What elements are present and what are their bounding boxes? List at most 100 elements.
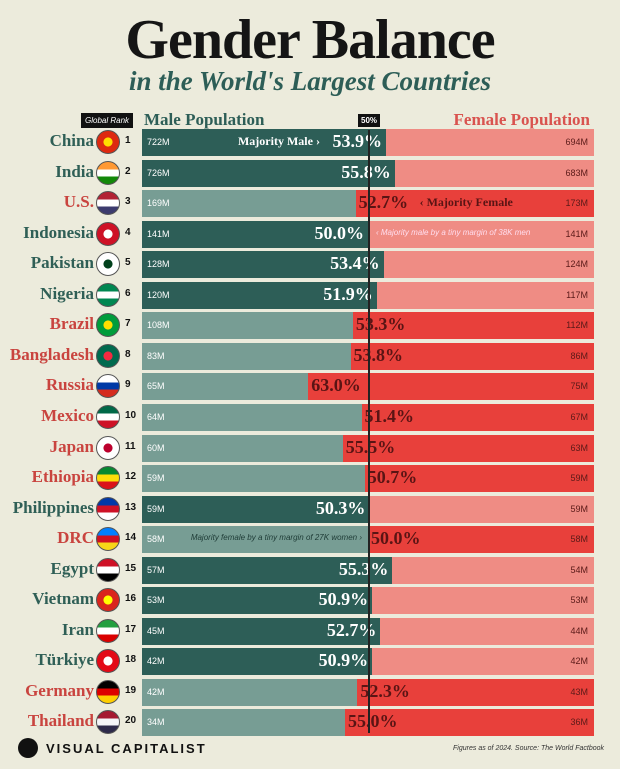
country-row: Russia 9 65M 75M 63.0% [0, 373, 620, 401]
global-rank: 18 [125, 654, 137, 666]
majority-percent: 55.8% [341, 161, 391, 182]
country-name: India [55, 161, 94, 181]
brand-logo: VISUAL CAPITALIST [18, 738, 207, 758]
flag-icon [96, 374, 120, 399]
male-bar [142, 220, 368, 248]
female-bar [369, 495, 594, 523]
male-bar [142, 648, 373, 676]
majority-percent: 51.9% [323, 283, 373, 304]
female-population: 59M [570, 503, 588, 514]
country-name: Japan [49, 436, 94, 456]
flag-icon [96, 191, 120, 216]
country-name: Brazil [49, 314, 94, 334]
male-population: 34M [147, 717, 165, 728]
global-rank: 5 [125, 257, 131, 269]
flag-icon [96, 588, 120, 613]
population-bar: 60M 63M 55.5% [142, 434, 594, 462]
male-bar [142, 190, 356, 218]
female-population: 75M [570, 381, 588, 392]
female-bar [357, 678, 594, 706]
male-population: 726M [147, 167, 170, 178]
male-bar [142, 434, 343, 462]
female-population: 124M [565, 259, 588, 270]
female-bar [385, 129, 594, 156]
country-name: Indonesia [23, 222, 94, 242]
majority-percent: 63.0% [311, 375, 361, 396]
female-population: 117M [566, 289, 588, 300]
male-population: 722M [147, 137, 170, 147]
country-name: Egypt [50, 558, 94, 578]
male-population: 65M [147, 381, 165, 392]
flag-icon [96, 252, 120, 277]
midline-label: 50% [358, 114, 381, 127]
male-population: 59M [147, 473, 165, 484]
country-name: Mexico [41, 405, 94, 425]
country-row: Pakistan 5 128M 124M 53.4% [0, 251, 620, 279]
male-population: 58M [147, 534, 165, 545]
female-bar [380, 617, 594, 645]
flag-icon [96, 496, 120, 521]
majority-percent: 55.5% [345, 436, 396, 457]
male-population: 59M [147, 503, 165, 514]
male-bar [142, 342, 351, 370]
global-rank: 20 [125, 715, 137, 727]
majority-percent: 50.3% [315, 497, 366, 518]
male-bar [142, 373, 309, 401]
male-population: 120M [147, 289, 170, 300]
male-bar [142, 709, 345, 737]
country-name: Russia [45, 375, 94, 395]
population-bar: 58M 58M 50.0% Majority female by a tiny … [142, 526, 594, 554]
country-name: Germany [25, 680, 94, 700]
global-rank: 7 [125, 318, 131, 330]
female-bar [355, 190, 594, 218]
majority-percent: 53.4% [330, 253, 380, 274]
male-bar [142, 678, 358, 706]
country-name: Philippines [12, 497, 94, 517]
male-population: 169M [147, 198, 170, 209]
flag-icon [96, 160, 120, 185]
female-bar [361, 403, 594, 431]
female-population: 86M [570, 350, 588, 361]
country-row: Iran 17 45M 44M 52.7% [0, 617, 620, 645]
female-bar [376, 281, 594, 309]
global-rank: 16 [125, 593, 137, 605]
majority-percent: 52.7% [358, 192, 409, 213]
global-rank: 12 [125, 471, 137, 483]
brand-name: VISUAL CAPITALIST [46, 740, 207, 756]
female-bar [342, 434, 594, 462]
male-population: 53M [147, 595, 165, 606]
population-bar: 53M 53M 50.9% [142, 587, 594, 615]
global-rank: 11 [125, 440, 136, 452]
male-bar [142, 495, 370, 523]
population-bar: 42M 43M 52.3% [142, 678, 594, 706]
male-population: 42M [147, 656, 165, 667]
flag-icon [96, 618, 120, 643]
population-bar: 65M 75M 63.0% [142, 373, 594, 401]
global-rank: 15 [125, 562, 137, 574]
country-row: China 1 722M 694M 53.9% Majority Male › [0, 129, 620, 156]
country-name: DRC [57, 528, 94, 548]
visual-capitalist-logo-icon [18, 738, 38, 758]
majority-percent: 50.9% [318, 589, 369, 610]
population-bar: 128M 124M 53.4% [142, 251, 594, 279]
annotation: Majority Male › [237, 134, 320, 148]
global-rank: 10 [125, 409, 137, 421]
male-population: 108M [147, 320, 170, 331]
global-rank: 8 [125, 348, 131, 360]
majority-percent: 50.0% [371, 528, 421, 549]
majority-percent: 55.0% [348, 711, 398, 732]
global-rank: 3 [125, 196, 131, 208]
majority-percent: 53.8% [353, 344, 404, 365]
male-population: 45M [147, 625, 165, 636]
male-bar [142, 281, 377, 309]
male-bar [142, 587, 373, 615]
male-bar [142, 251, 384, 279]
population-bar: 45M 44M 52.7% [142, 617, 594, 645]
female-population: 36M [570, 717, 588, 728]
global-rank: 13 [125, 501, 137, 513]
majority-percent: 52.3% [360, 680, 410, 701]
flag-icon [96, 221, 120, 246]
annotation: ‹ Majority male by a tiny margin of 38K … [376, 227, 531, 237]
population-bar: 64M 67M 51.4% [142, 403, 594, 431]
